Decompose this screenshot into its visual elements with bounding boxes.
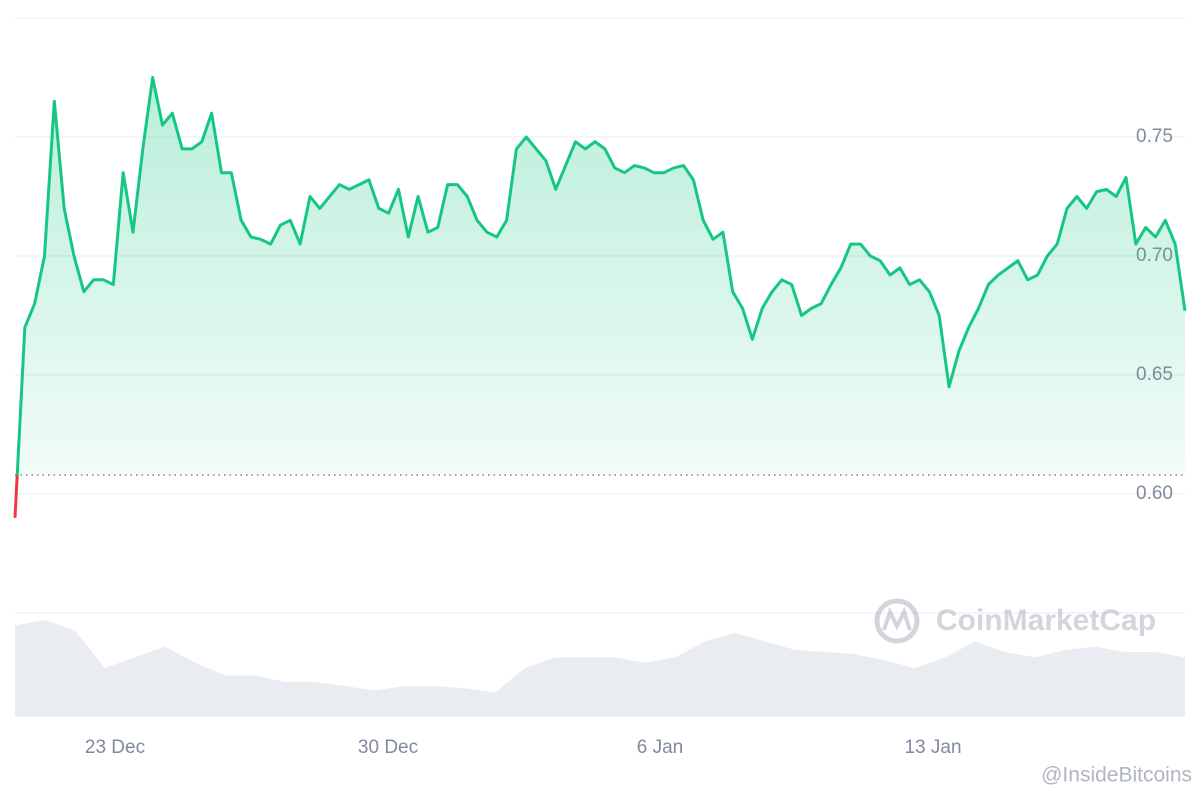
x-tick-label: 30 Dec bbox=[358, 737, 418, 758]
x-tick-label: 6 Jan bbox=[637, 737, 683, 758]
price-area bbox=[17, 77, 1185, 475]
y-tick-label: 0.60 bbox=[1136, 483, 1173, 504]
x-tick-label: 23 Dec bbox=[85, 737, 145, 758]
x-tick-label: 13 Jan bbox=[904, 737, 961, 758]
watermark-text: CoinMarketCap bbox=[936, 604, 1156, 637]
volume-area bbox=[15, 620, 1185, 716]
y-tick-label: 0.75 bbox=[1136, 126, 1173, 147]
credit-text: @InsideBitcoins bbox=[1041, 764, 1192, 787]
price-line bbox=[15, 76, 1187, 475]
watermark: CoinMarketCap bbox=[874, 598, 1156, 644]
watermark-logo-mark bbox=[882, 606, 912, 631]
watermark-logo bbox=[874, 598, 920, 644]
